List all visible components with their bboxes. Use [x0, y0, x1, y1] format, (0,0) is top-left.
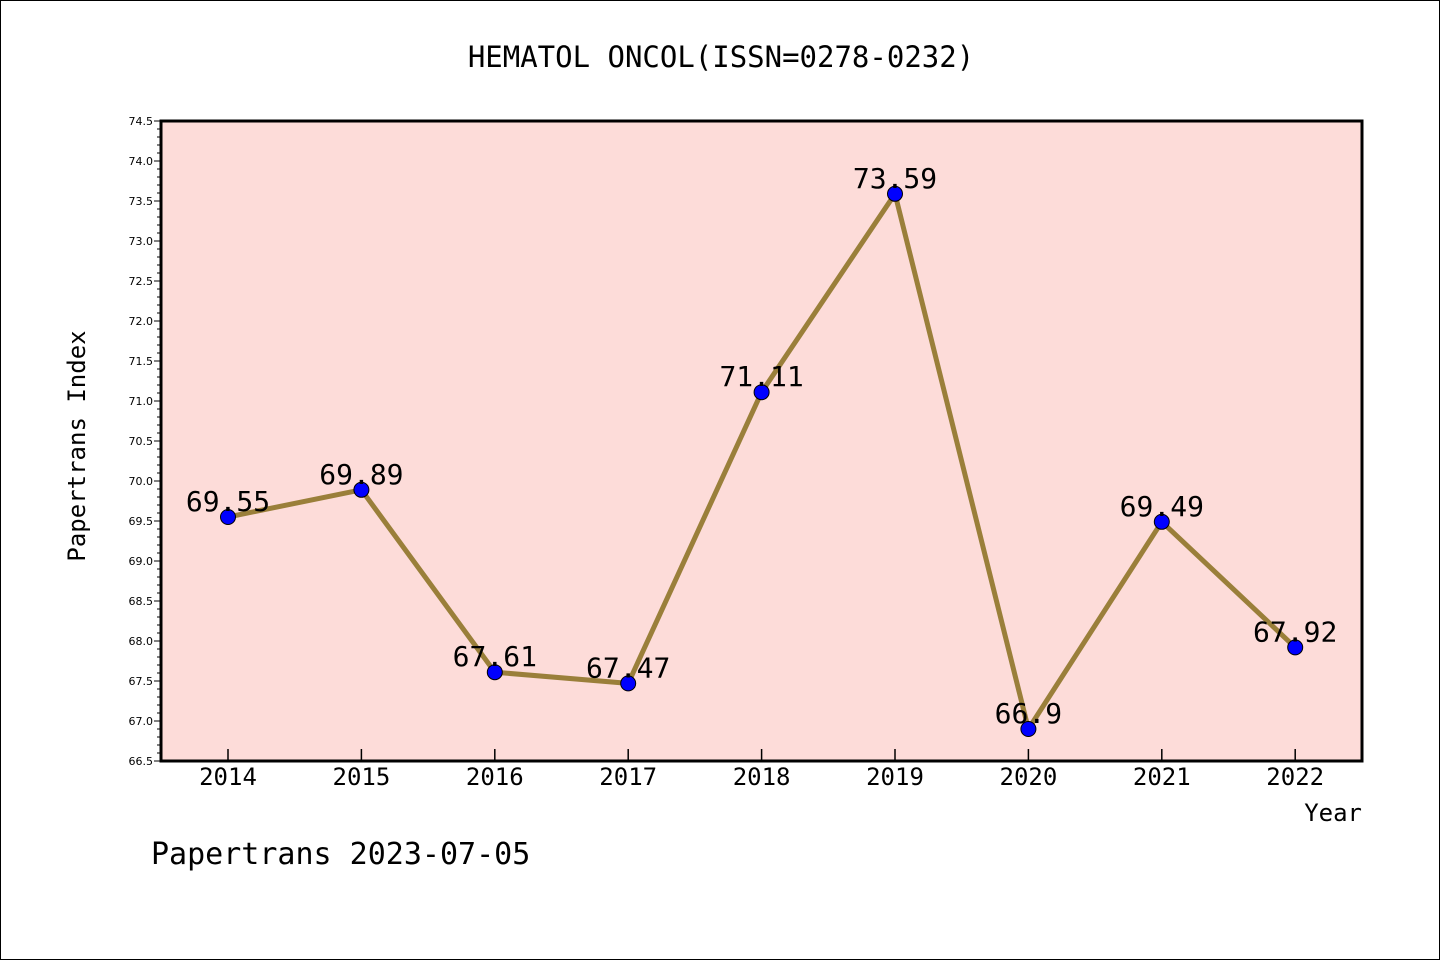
y-tick-label: 73.5: [129, 195, 154, 208]
y-axis: 66.5 67.0 67.5 68.0 68.5 69.0 69.5 70.0 70.5 71.0…: [129, 115, 161, 768]
y-tick-label: 71.5: [129, 355, 154, 368]
y-tick-label: 69.0: [129, 555, 154, 568]
data-point-2017: [620, 675, 637, 692]
footer-date-stamp: Papertrans 2023-07-05: [151, 837, 530, 872]
data-label-2021: 69.49: [1120, 490, 1204, 523]
x-axis: 2014 2015 2016 2017 2018 2019 2020 2021 2022: [199, 749, 1324, 791]
series-markers: [220, 185, 1304, 737]
x-tick-label: 2018: [733, 763, 791, 791]
data-label-2017: 67.47: [586, 651, 670, 684]
data-label-2018: 71.11: [719, 360, 803, 393]
y-tick-label: 72.0: [129, 315, 154, 328]
data-point-2016: [486, 664, 503, 681]
y-tick-label: 74.0: [129, 155, 154, 168]
data-point-2022: [1287, 639, 1304, 656]
x-tick-label: 2014: [199, 763, 257, 791]
plot-area: [159, 119, 1364, 763]
data-label-2019: 73.59: [853, 162, 937, 195]
x-tick-label: 2017: [599, 763, 657, 791]
y-tick-label: 70.0: [129, 475, 154, 488]
y-tick-label: 68.0: [129, 635, 154, 648]
y-tick-label: 71.0: [129, 395, 154, 408]
y-tick-label: 74.5: [129, 115, 154, 128]
data-label-2016: 67.61: [453, 640, 537, 673]
data-point-2015: [353, 481, 370, 498]
y-tick-label: 73.0: [129, 235, 154, 248]
y-tick-label: 67.0: [129, 715, 154, 728]
data-point-2014: [220, 509, 236, 525]
data-label-2014: 69.55: [186, 485, 270, 518]
data-label-2022: 67.92: [1253, 615, 1337, 648]
data-label-2015: 69.89: [319, 458, 403, 491]
data-labels: 69.55 69.89 67.61 67.47 71.11 73.59 66.9 69.49 6…: [186, 162, 1337, 730]
x-tick-label: 2022: [1266, 763, 1324, 791]
y-tick-label: 68.5: [129, 595, 154, 608]
x-tick-label: 2021: [1133, 763, 1191, 791]
x-tick-label: 2020: [1000, 763, 1058, 791]
data-point-2021: [1153, 513, 1170, 530]
y-tick-label: 70.5: [129, 435, 154, 448]
data-point-2018: [753, 384, 770, 401]
y-tick-label: 67.5: [129, 675, 154, 688]
data-point-2019: [887, 185, 903, 202]
y-axis-title: Papertrans Index: [63, 330, 91, 561]
data-point-2020: [1020, 721, 1037, 737]
x-tick-label: 2015: [333, 763, 391, 791]
y-tick-label: 72.5: [129, 275, 154, 288]
x-axis-title: Year: [1304, 799, 1362, 827]
x-tick-label: 2019: [866, 763, 924, 791]
data-label-2020: 66.9: [995, 697, 1062, 730]
chart-title: HEMATOL ONCOL(ISSN=0278-0232): [468, 40, 974, 74]
x-tick-label: 2016: [466, 763, 524, 791]
y-tick-label: 69.5: [129, 515, 154, 528]
y-tick-label: 66.5: [129, 755, 154, 768]
